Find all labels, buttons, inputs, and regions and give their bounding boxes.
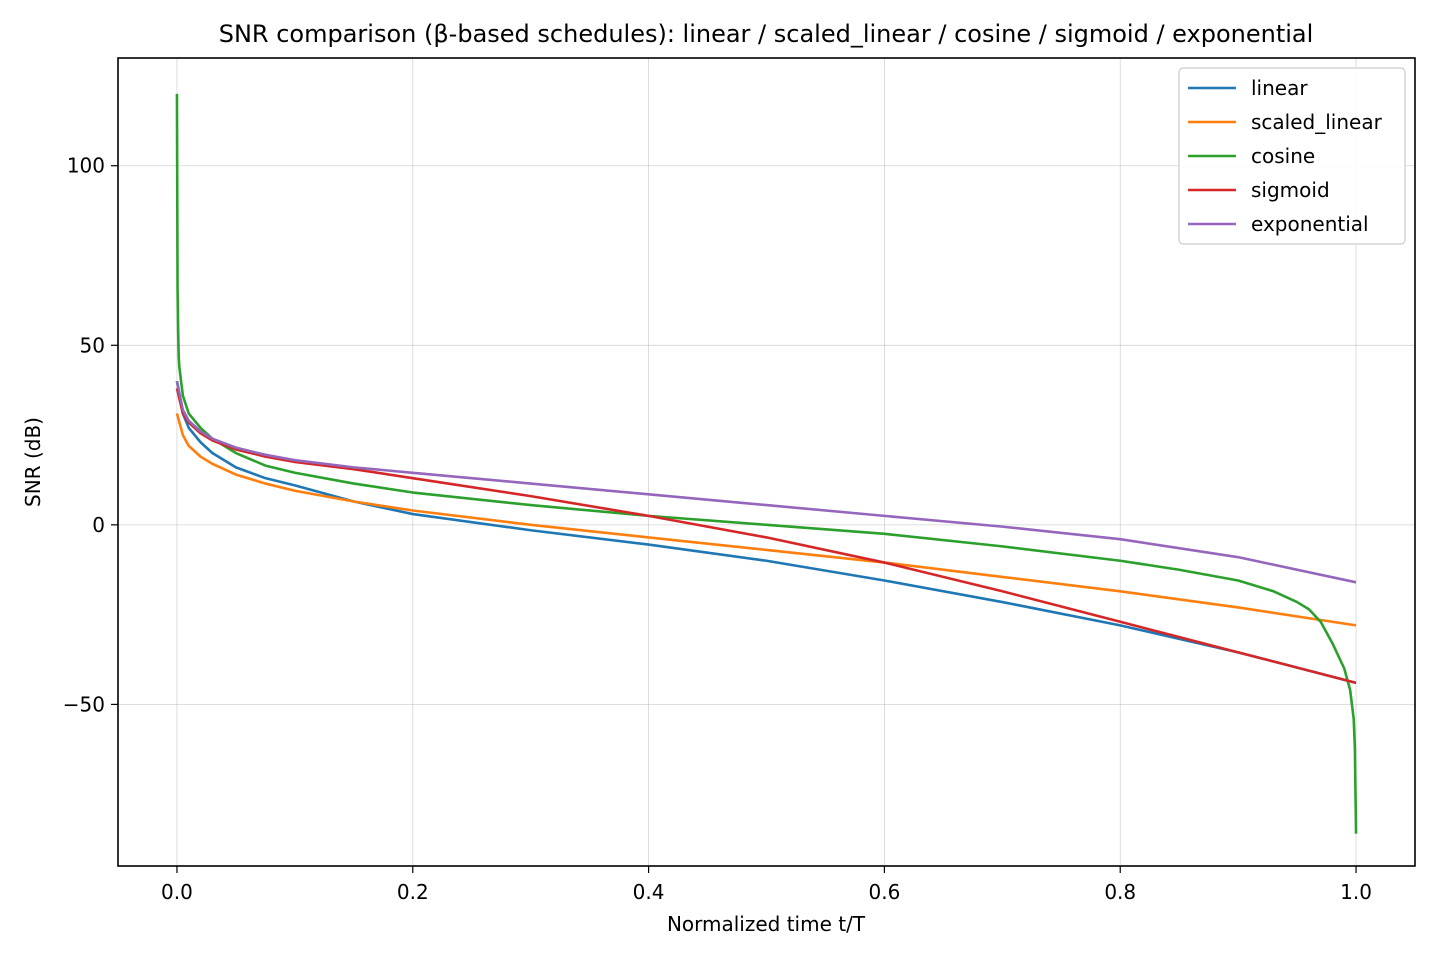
legend-label-sigmoid: sigmoid <box>1251 178 1330 202</box>
x-tick-label: 0.4 <box>633 880 665 904</box>
x-tick-label: 1.0 <box>1340 880 1372 904</box>
legend-label-scaled-linear: scaled_linear <box>1251 110 1383 134</box>
plot-frame <box>117 57 1416 867</box>
legend-box <box>1178 67 1406 245</box>
legend-label-exponential: exponential <box>1251 212 1369 236</box>
y-tick-label: −50 <box>63 692 105 716</box>
y-tick-label: 0 <box>92 513 105 537</box>
series-line-cosine <box>175 93 1358 834</box>
x-tick-label: 0.0 <box>161 880 193 904</box>
series-line-sigmoid <box>175 388 1357 685</box>
series-line-scaled-linear <box>175 413 1357 627</box>
y-tick-label: 100 <box>67 154 105 178</box>
x-tick-label: 0.2 <box>397 880 429 904</box>
y-axis: −50 0 50 100 <box>63 154 118 716</box>
series-line-linear <box>175 380 1357 685</box>
chart-title: SNR comparison (β-based schedules): line… <box>219 20 1314 48</box>
x-axis: 0.0 0.2 0.4 0.6 0.8 1.0 <box>161 866 1372 904</box>
x-tick-label: 0.6 <box>869 880 901 904</box>
series-layer <box>175 93 1358 834</box>
y-axis-label: SNR (dB) <box>21 417 45 507</box>
legend-label-linear: linear <box>1251 76 1308 100</box>
x-tick-label: 0.8 <box>1104 880 1136 904</box>
x-axis-label: Normalized time t/T <box>667 912 866 936</box>
legend-label-cosine: cosine <box>1251 144 1315 168</box>
series-line-exponential <box>175 380 1357 584</box>
y-tick-label: 50 <box>80 333 105 357</box>
